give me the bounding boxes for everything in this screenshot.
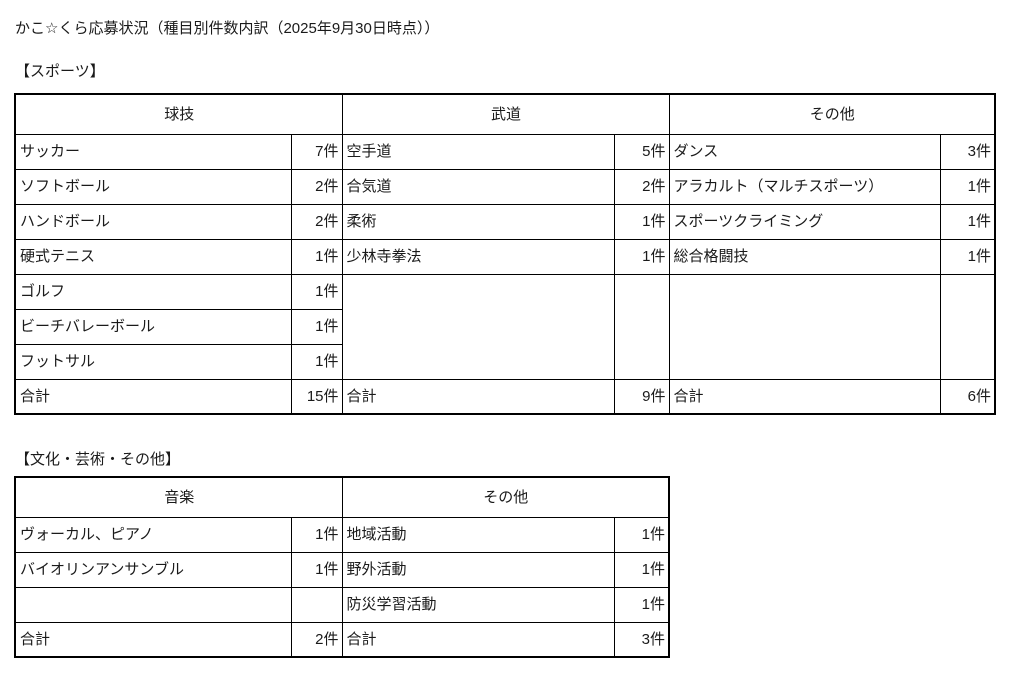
total-label-cell: 合計 xyxy=(14,378,292,415)
section-sports: 【スポーツ】 球技 武道 その他 サッカー 7件 空手道 5件 ダンス 3件 ソフトボール 2件 合気… xyxy=(0,38,1012,415)
total-count-cell: 3件 xyxy=(613,621,670,658)
section-label-culture: 【文化・芸術・その他】 xyxy=(15,451,181,468)
count-cell: 2件 xyxy=(290,168,343,205)
group-header-cell: その他 xyxy=(341,476,670,518)
category-cell: 硬式テニス xyxy=(14,238,292,275)
count-cell: 1件 xyxy=(613,238,670,275)
table-row: ソフトボール 2件 合気道 2件 アラカルト（マルチスポーツ） 1件 xyxy=(14,168,996,205)
count-cell: 1件 xyxy=(613,516,670,553)
count-cell: 1件 xyxy=(613,551,670,588)
table-row: 防災学習活動 1件 xyxy=(14,586,670,623)
count-cell: 1件 xyxy=(939,168,996,205)
count-cell: 1件 xyxy=(290,343,343,380)
count-cell: 1件 xyxy=(939,238,996,275)
category-cell: サッカー xyxy=(14,133,292,170)
total-row: 合計 2件 合計 3件 xyxy=(14,621,670,658)
category-cell: ヴォーカル、ピアノ xyxy=(14,516,292,553)
category-cell: 野外活動 xyxy=(341,551,615,588)
category-cell: ハンドボール xyxy=(14,203,292,240)
count-cell: 1件 xyxy=(290,273,343,310)
table-row: ハンドボール 2件 柔術 1件 スポーツクライミング 1件 xyxy=(14,203,996,240)
category-cell: アラカルト（マルチスポーツ） xyxy=(668,168,941,205)
total-count-cell: 9件 xyxy=(613,378,670,415)
category-cell: 合気道 xyxy=(341,168,615,205)
empty-merged-count-cell xyxy=(939,273,996,380)
category-cell: フットサル xyxy=(14,343,292,380)
category-cell: ゴルフ xyxy=(14,273,292,310)
total-label-cell: 合計 xyxy=(341,621,615,658)
table-row: ヴォーカル、ピアノ 1件 地域活動 1件 xyxy=(14,516,670,553)
empty-merged-count-cell xyxy=(613,273,670,380)
section-label-sports: 【スポーツ】 xyxy=(15,63,105,80)
category-cell: ソフトボール xyxy=(14,168,292,205)
count-cell: 5件 xyxy=(613,133,670,170)
total-count-cell: 2件 xyxy=(290,621,343,658)
count-cell: 7件 xyxy=(290,133,343,170)
table-row: ビーチバレーボール 1件 xyxy=(14,308,995,345)
count-cell: 3件 xyxy=(939,133,996,170)
group-header-cell: 武道 xyxy=(341,93,670,135)
category-cell: 総合格闘技 xyxy=(668,238,941,275)
sports-table: 球技 武道 その他 サッカー 7件 空手道 5件 ダンス 3件 ソフトボール 2件 合気道 2件 アラカル… xyxy=(14,93,996,415)
category-cell: 地域活動 xyxy=(341,516,615,553)
total-row: 合計 15件 合計 9件 合計 6件 xyxy=(14,378,996,415)
count-cell: 1件 xyxy=(290,308,343,345)
category-cell: 空手道 xyxy=(341,133,615,170)
culture-arts-table: 音楽 その他 ヴォーカル、ピアノ 1件 地域活動 1件 バイオリンアンサンブル 1件 野外活動 1… xyxy=(14,476,670,658)
count-cell: 2件 xyxy=(290,203,343,240)
table-row: サッカー 7件 空手道 5件 ダンス 3件 xyxy=(14,133,996,170)
count-cell: 1件 xyxy=(613,203,670,240)
category-cell: ビーチバレーボール xyxy=(14,308,292,345)
empty-merged-cell xyxy=(341,273,615,380)
count-cell xyxy=(290,586,343,623)
category-cell: 防災学習活動 xyxy=(341,586,615,623)
category-cell: 柔術 xyxy=(341,203,615,240)
total-label-cell: 合計 xyxy=(14,621,292,658)
count-cell: 1件 xyxy=(290,516,343,553)
category-cell: スポーツクライミング xyxy=(668,203,941,240)
page-title: かこ☆くら応募状況（種目別件数内訳（2025年9月30日時点）） xyxy=(15,20,440,37)
group-header-cell: 球技 xyxy=(14,93,343,135)
table-header-row: 音楽 その他 xyxy=(14,476,670,518)
total-label-cell: 合計 xyxy=(341,378,615,415)
count-cell: 1件 xyxy=(613,586,670,623)
total-label-cell: 合計 xyxy=(668,378,941,415)
table-row: 硬式テニス 1件 少林寺拳法 1件 総合格闘技 1件 xyxy=(14,238,996,275)
table-row: バイオリンアンサンブル 1件 野外活動 1件 xyxy=(14,551,670,588)
category-cell: ダンス xyxy=(668,133,941,170)
count-cell: 2件 xyxy=(613,168,670,205)
count-cell: 1件 xyxy=(290,238,343,275)
count-cell: 1件 xyxy=(939,203,996,240)
category-cell: バイオリンアンサンブル xyxy=(14,551,292,588)
total-count-cell: 6件 xyxy=(939,378,996,415)
group-header-cell: 音楽 xyxy=(14,476,343,518)
table-header-row: 球技 武道 その他 xyxy=(14,93,996,135)
category-cell: 少林寺拳法 xyxy=(341,238,615,275)
total-count-cell: 15件 xyxy=(290,378,343,415)
empty-merged-cell xyxy=(668,273,941,380)
table-row: ゴルフ 1件 xyxy=(14,273,996,380)
count-cell: 1件 xyxy=(290,551,343,588)
category-cell xyxy=(14,586,292,623)
section-culture: 【文化・芸術・その他】 音楽 その他 ヴォーカル、ピアノ 1件 地域活動 1件 バイオリンア… xyxy=(0,415,1012,658)
group-header-cell: その他 xyxy=(668,93,996,135)
